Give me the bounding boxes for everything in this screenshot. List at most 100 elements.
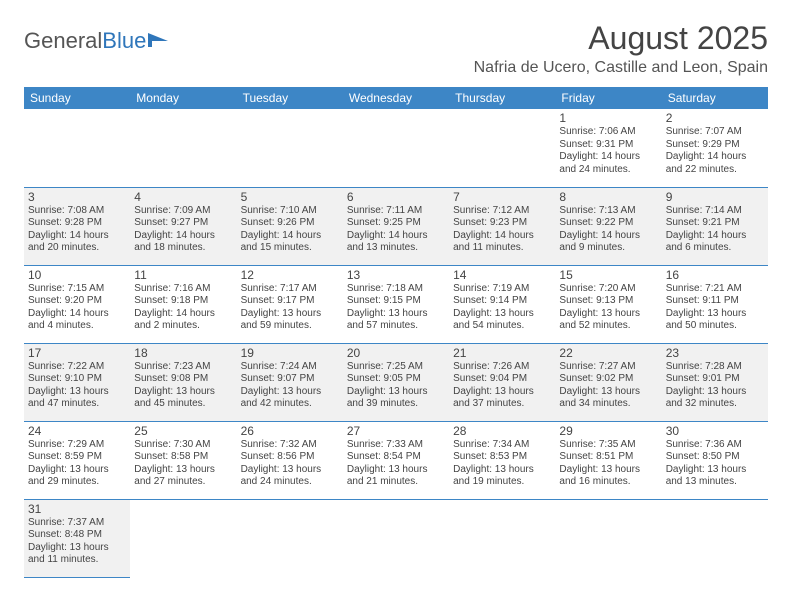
sunrise-line: Sunrise: 7:26 AM <box>453 361 551 374</box>
sunset-line: Sunset: 8:50 PM <box>666 451 764 464</box>
calendar-row: 10Sunrise: 7:15 AMSunset: 9:20 PMDayligh… <box>24 265 768 343</box>
daylight-line: Daylight: 13 hours and 29 minutes. <box>28 464 126 489</box>
day-number: 30 <box>666 424 764 438</box>
daylight-line: Daylight: 14 hours and 2 minutes. <box>134 308 232 333</box>
sunrise-line: Sunrise: 7:24 AM <box>241 361 339 374</box>
sunrise-line: Sunrise: 7:09 AM <box>134 205 232 218</box>
calendar-cell: 23Sunrise: 7:28 AMSunset: 9:01 PMDayligh… <box>662 343 768 421</box>
calendar-cell: 27Sunrise: 7:33 AMSunset: 8:54 PMDayligh… <box>343 421 449 499</box>
sunset-line: Sunset: 9:08 PM <box>134 373 232 386</box>
daylight-line: Daylight: 14 hours and 9 minutes. <box>559 230 657 255</box>
sunrise-line: Sunrise: 7:11 AM <box>347 205 445 218</box>
calendar-cell: 2Sunrise: 7:07 AMSunset: 9:29 PMDaylight… <box>662 109 768 187</box>
calendar-row: 17Sunrise: 7:22 AMSunset: 9:10 PMDayligh… <box>24 343 768 421</box>
sunset-line: Sunset: 9:13 PM <box>559 295 657 308</box>
daylight-line: Daylight: 13 hours and 19 minutes. <box>453 464 551 489</box>
day-number: 21 <box>453 346 551 360</box>
logo-flag-icon <box>148 33 170 49</box>
day-number: 6 <box>347 190 445 204</box>
daylight-line: Daylight: 13 hours and 24 minutes. <box>241 464 339 489</box>
sunset-line: Sunset: 9:20 PM <box>28 295 126 308</box>
calendar-cell-empty <box>130 109 236 187</box>
calendar-cell-empty <box>343 499 449 577</box>
sunset-line: Sunset: 9:14 PM <box>453 295 551 308</box>
calendar-cell: 12Sunrise: 7:17 AMSunset: 9:17 PMDayligh… <box>237 265 343 343</box>
daylight-line: Daylight: 13 hours and 16 minutes. <box>559 464 657 489</box>
calendar-cell: 18Sunrise: 7:23 AMSunset: 9:08 PMDayligh… <box>130 343 236 421</box>
daylight-line: Daylight: 13 hours and 13 minutes. <box>666 464 764 489</box>
calendar-cell-empty <box>449 499 555 577</box>
sunrise-line: Sunrise: 7:35 AM <box>559 439 657 452</box>
day-number: 5 <box>241 190 339 204</box>
calendar-table: SundayMondayTuesdayWednesdayThursdayFrid… <box>24 87 768 578</box>
daylight-line: Daylight: 13 hours and 37 minutes. <box>453 386 551 411</box>
calendar-cell-empty <box>237 499 343 577</box>
daylight-line: Daylight: 14 hours and 20 minutes. <box>28 230 126 255</box>
sunset-line: Sunset: 8:58 PM <box>134 451 232 464</box>
calendar-cell-empty <box>343 109 449 187</box>
sunset-line: Sunset: 9:10 PM <box>28 373 126 386</box>
calendar-cell: 5Sunrise: 7:10 AMSunset: 9:26 PMDaylight… <box>237 187 343 265</box>
daylight-line: Daylight: 13 hours and 57 minutes. <box>347 308 445 333</box>
calendar-body: 1Sunrise: 7:06 AMSunset: 9:31 PMDaylight… <box>24 109 768 577</box>
calendar-row: 24Sunrise: 7:29 AMSunset: 8:59 PMDayligh… <box>24 421 768 499</box>
daylight-line: Daylight: 13 hours and 32 minutes. <box>666 386 764 411</box>
calendar-cell: 13Sunrise: 7:18 AMSunset: 9:15 PMDayligh… <box>343 265 449 343</box>
daylight-line: Daylight: 13 hours and 47 minutes. <box>28 386 126 411</box>
day-number: 19 <box>241 346 339 360</box>
calendar-cell: 11Sunrise: 7:16 AMSunset: 9:18 PMDayligh… <box>130 265 236 343</box>
sunset-line: Sunset: 9:04 PM <box>453 373 551 386</box>
day-number: 4 <box>134 190 232 204</box>
sunrise-line: Sunrise: 7:16 AM <box>134 283 232 296</box>
sunset-line: Sunset: 9:28 PM <box>28 217 126 230</box>
daylight-line: Daylight: 13 hours and 52 minutes. <box>559 308 657 333</box>
daylight-line: Daylight: 13 hours and 42 minutes. <box>241 386 339 411</box>
day-number: 31 <box>28 502 126 516</box>
day-number: 11 <box>134 268 232 282</box>
calendar-cell: 3Sunrise: 7:08 AMSunset: 9:28 PMDaylight… <box>24 187 130 265</box>
calendar-cell: 7Sunrise: 7:12 AMSunset: 9:23 PMDaylight… <box>449 187 555 265</box>
sunrise-line: Sunrise: 7:23 AM <box>134 361 232 374</box>
day-number: 17 <box>28 346 126 360</box>
sunrise-line: Sunrise: 7:10 AM <box>241 205 339 218</box>
daylight-line: Daylight: 14 hours and 24 minutes. <box>559 151 657 176</box>
day-number: 15 <box>559 268 657 282</box>
daylight-line: Daylight: 13 hours and 54 minutes. <box>453 308 551 333</box>
sunrise-line: Sunrise: 7:15 AM <box>28 283 126 296</box>
day-number: 23 <box>666 346 764 360</box>
sunset-line: Sunset: 9:05 PM <box>347 373 445 386</box>
day-header: Friday <box>555 87 661 109</box>
calendar-cell: 28Sunrise: 7:34 AMSunset: 8:53 PMDayligh… <box>449 421 555 499</box>
header: GeneralBlue August 2025 Nafria de Ucero,… <box>24 20 768 77</box>
calendar-cell: 17Sunrise: 7:22 AMSunset: 9:10 PMDayligh… <box>24 343 130 421</box>
day-header: Wednesday <box>343 87 449 109</box>
sunset-line: Sunset: 8:53 PM <box>453 451 551 464</box>
sunrise-line: Sunrise: 7:19 AM <box>453 283 551 296</box>
day-header: Tuesday <box>237 87 343 109</box>
sunrise-line: Sunrise: 7:28 AM <box>666 361 764 374</box>
sunset-line: Sunset: 9:23 PM <box>453 217 551 230</box>
calendar-cell-empty <box>24 109 130 187</box>
sunset-line: Sunset: 9:21 PM <box>666 217 764 230</box>
sunrise-line: Sunrise: 7:37 AM <box>28 517 126 530</box>
sunset-line: Sunset: 9:26 PM <box>241 217 339 230</box>
calendar-cell: 10Sunrise: 7:15 AMSunset: 9:20 PMDayligh… <box>24 265 130 343</box>
day-number: 8 <box>559 190 657 204</box>
calendar-row: 1Sunrise: 7:06 AMSunset: 9:31 PMDaylight… <box>24 109 768 187</box>
calendar-cell: 14Sunrise: 7:19 AMSunset: 9:14 PMDayligh… <box>449 265 555 343</box>
calendar-cell: 19Sunrise: 7:24 AMSunset: 9:07 PMDayligh… <box>237 343 343 421</box>
sunset-line: Sunset: 9:01 PM <box>666 373 764 386</box>
calendar-cell: 25Sunrise: 7:30 AMSunset: 8:58 PMDayligh… <box>130 421 236 499</box>
day-number: 3 <box>28 190 126 204</box>
day-number: 1 <box>559 111 657 125</box>
day-header: Monday <box>130 87 236 109</box>
sunrise-line: Sunrise: 7:33 AM <box>347 439 445 452</box>
sunset-line: Sunset: 9:27 PM <box>134 217 232 230</box>
calendar-row: 31Sunrise: 7:37 AMSunset: 8:48 PMDayligh… <box>24 499 768 577</box>
daylight-line: Daylight: 13 hours and 39 minutes. <box>347 386 445 411</box>
day-number: 25 <box>134 424 232 438</box>
sunrise-line: Sunrise: 7:06 AM <box>559 126 657 139</box>
calendar-cell: 6Sunrise: 7:11 AMSunset: 9:25 PMDaylight… <box>343 187 449 265</box>
daylight-line: Daylight: 13 hours and 21 minutes. <box>347 464 445 489</box>
day-header: Thursday <box>449 87 555 109</box>
